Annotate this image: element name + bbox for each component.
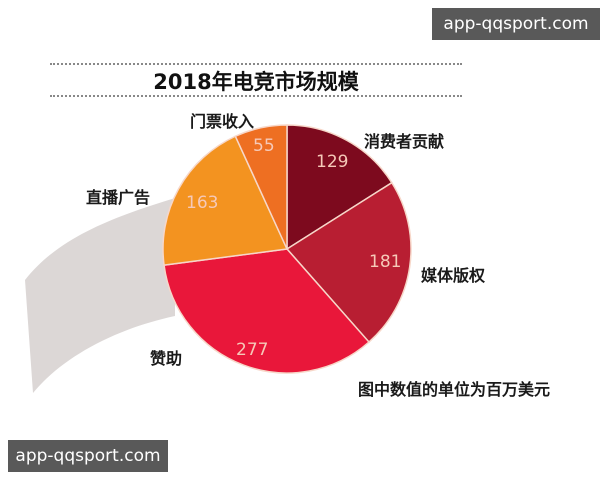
label-sponsorship: 赞助 — [150, 349, 183, 368]
label-tickets: 门票收入 — [190, 112, 255, 131]
label-streaming-ads: 直播广告 — [86, 188, 151, 207]
chart-title: 2018年电竞市场规模 — [153, 70, 359, 94]
pie-slice — [285, 181, 412, 344]
pie-slice — [234, 124, 288, 250]
slice-value-consumer: 129 — [316, 152, 349, 172]
decorative-band — [25, 198, 175, 393]
slice-value-tickets: 55 — [253, 136, 275, 156]
label-consumer: 消费者贡献 — [364, 132, 445, 151]
watermark-top: app-qqsport.com — [432, 8, 600, 40]
title-rule-top — [50, 63, 462, 65]
unit-note: 图中数值的单位为百万美元 — [358, 380, 551, 399]
label-media-rights: 媒体版权 — [421, 266, 486, 285]
pie-slice — [162, 135, 289, 267]
pie-slice — [286, 124, 393, 251]
slice-value-streaming-ads: 163 — [186, 193, 219, 213]
slice-value-sponsorship: 277 — [236, 340, 269, 360]
slice-value-media-rights: 181 — [369, 252, 402, 272]
pie-slice — [163, 248, 371, 374]
watermark-bottom: app-qqsport.com — [8, 440, 168, 472]
title-rule-bottom — [50, 95, 462, 97]
